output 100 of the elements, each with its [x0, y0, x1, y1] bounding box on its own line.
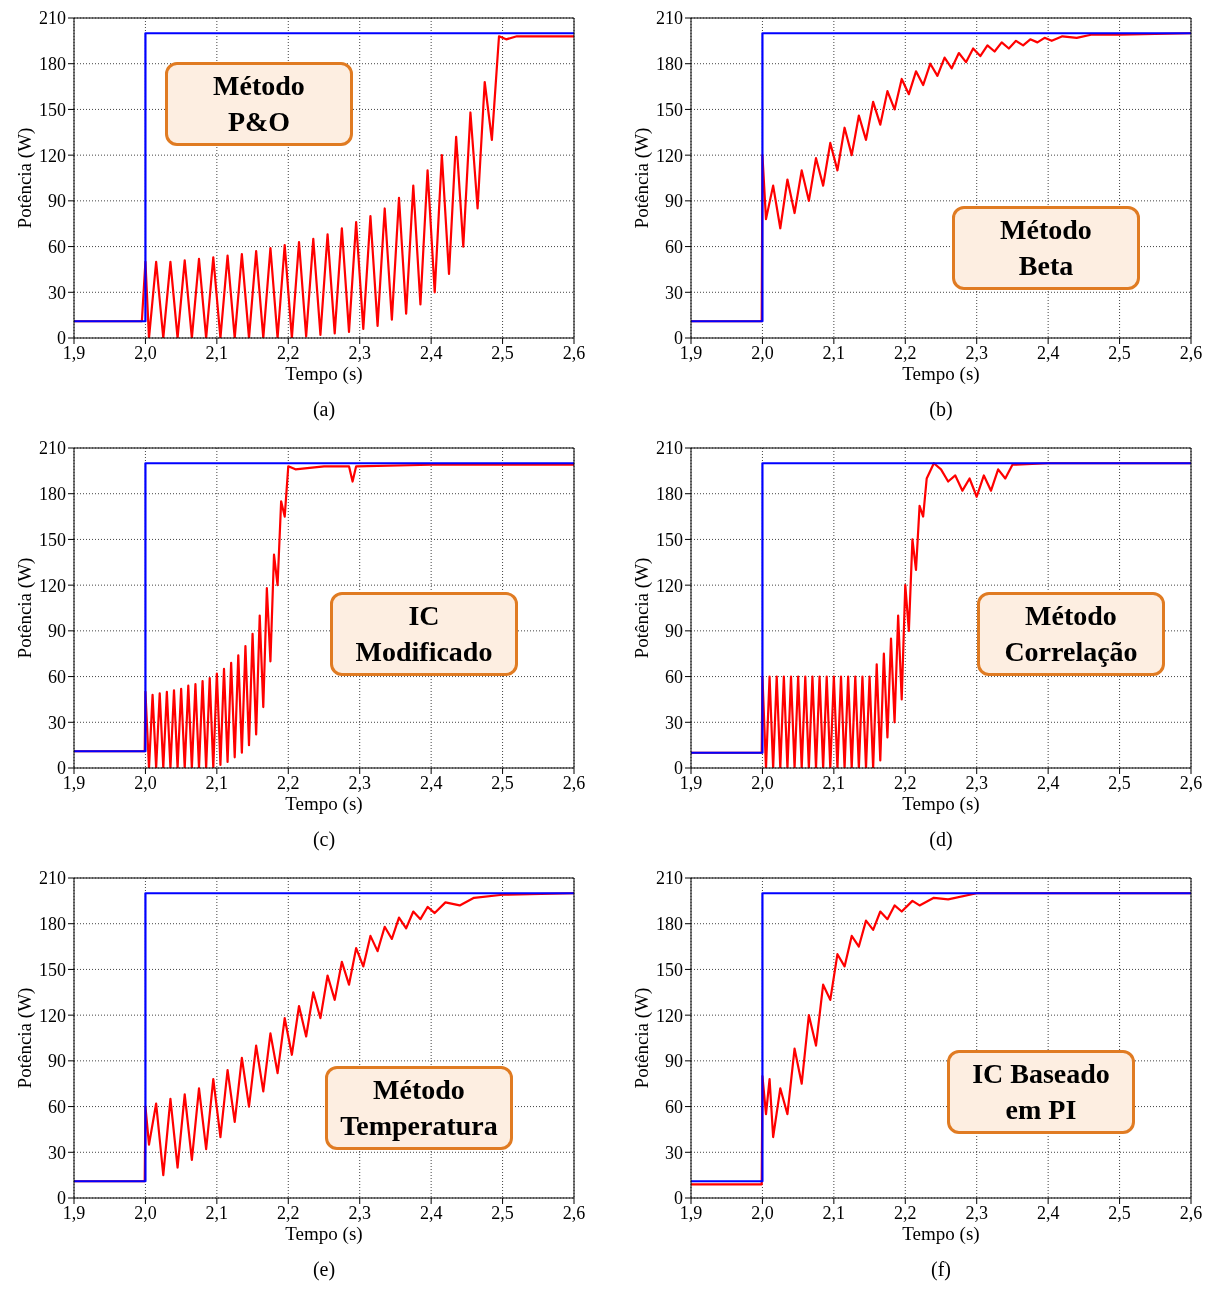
- y-tick-label: 90: [48, 1051, 66, 1072]
- y-axis-title: Potência (W): [630, 557, 653, 659]
- text: (f): [930, 1258, 952, 1281]
- y-tick-label: 150: [39, 99, 66, 120]
- callout-box: Método Temperatura: [325, 1066, 513, 1151]
- callout-box: IC Modificado: [330, 591, 518, 676]
- y-tick-label: 180: [656, 54, 683, 75]
- x-tick-label: 2,1: [822, 772, 846, 793]
- line-series: [74, 892, 574, 1183]
- callout-box: Método P&O: [165, 62, 353, 147]
- x-axis-title: Tempo (s): [284, 1222, 364, 1246]
- x-tick-label: 2,1: [822, 342, 846, 363]
- y-axis-title: Potência (W): [13, 127, 36, 229]
- x-tick-label: 2,4: [419, 342, 443, 363]
- y-axis-title: Potência (W): [630, 987, 653, 1089]
- x-axis-title: Tempo (s): [284, 362, 364, 386]
- y-tick-label: 60: [48, 666, 66, 687]
- x-tick-label: 2,6: [562, 772, 586, 793]
- x-axis-title: Tempo (s): [901, 792, 981, 816]
- y-tick-label: 210: [656, 868, 683, 889]
- x-tick-label: 2,6: [1179, 1202, 1203, 1223]
- y-tick-label: 210: [39, 8, 66, 29]
- text: (a): [311, 398, 337, 421]
- callout-box: Método Correlação: [977, 591, 1165, 676]
- y-tick-label: 210: [656, 8, 683, 29]
- x-tick-label: 2,2: [277, 772, 300, 793]
- x-tick-label: 2,0: [134, 1202, 157, 1223]
- x-tick-label: 2,2: [894, 342, 917, 363]
- line-series: [691, 32, 1191, 323]
- x-tick-label: 2,6: [1179, 772, 1203, 793]
- text: (e): [311, 1258, 337, 1281]
- y-tick-label: 120: [39, 1005, 66, 1026]
- x-tick-label: 2,2: [277, 1202, 300, 1223]
- y-tick-label: 180: [39, 54, 66, 75]
- x-axis-title: Tempo (s): [284, 792, 364, 816]
- y-tick-label: 30: [665, 712, 683, 733]
- y-tick-label: 120: [656, 575, 683, 596]
- text: (c): [311, 828, 337, 851]
- x-tick-label: 2,3: [348, 1202, 371, 1223]
- annotation: Método P&O: [213, 69, 305, 140]
- x-tick-label: 2,3: [348, 342, 371, 363]
- y-tick-label: 180: [656, 914, 683, 935]
- x-tick-label: 2,0: [751, 1202, 774, 1223]
- x-tick-label: 2,4: [419, 772, 443, 793]
- x-tick-label: 2,0: [751, 342, 774, 363]
- x-tick-label: 2,2: [277, 342, 300, 363]
- text: (d): [928, 828, 954, 851]
- x-tick-label: 2,5: [491, 772, 514, 793]
- x-tick-label: 2,6: [562, 1202, 586, 1223]
- x-tick-label: 2,2: [894, 1202, 917, 1223]
- annotation: Método Temperatura: [340, 1073, 498, 1144]
- y-tick-label: 210: [39, 868, 66, 889]
- y-tick-label: 60: [48, 236, 66, 257]
- x-tick-label: 2,1: [205, 342, 229, 363]
- x-tick-label: 2,1: [205, 772, 229, 793]
- y-tick-label: 150: [656, 959, 683, 980]
- y-tick-label: 210: [656, 438, 683, 459]
- x-tick-label: 2,5: [1108, 1202, 1131, 1223]
- y-axis-title: Potência (W): [630, 127, 653, 229]
- y-tick-label: 150: [656, 529, 683, 550]
- x-tick-label: 2,6: [1179, 342, 1203, 363]
- y-tick-label: 180: [656, 484, 683, 505]
- y-tick-label: 150: [39, 959, 66, 980]
- y-axis-title: Potência (W): [13, 987, 36, 1089]
- y-tick-label: 150: [39, 529, 66, 550]
- x-tick-label: 2,4: [1036, 1202, 1060, 1223]
- x-tick-label: 2,0: [751, 772, 774, 793]
- text: (b): [928, 398, 954, 421]
- annotation: IC Baseado em PI: [972, 1057, 1110, 1128]
- x-tick-label: 2,3: [348, 772, 371, 793]
- x-tick-label: 2,3: [965, 342, 988, 363]
- y-tick-label: 30: [48, 712, 66, 733]
- y-axis-title: Potência (W): [13, 557, 36, 659]
- x-axis-title: Tempo (s): [901, 362, 981, 386]
- annotation: Método Beta: [1000, 213, 1092, 284]
- x-tick-label: 2,3: [965, 1202, 988, 1223]
- x-tick-label: 2,4: [419, 1202, 443, 1223]
- y-tick-label: 180: [39, 914, 66, 935]
- y-tick-label: 120: [39, 145, 66, 166]
- y-tick-label: 150: [656, 99, 683, 120]
- y-tick-label: 210: [39, 438, 66, 459]
- y-tick-label: 90: [665, 1051, 683, 1072]
- x-axis-title: Tempo (s): [901, 1222, 981, 1246]
- y-tick-label: 30: [665, 1142, 683, 1163]
- x-tick-label: 2,4: [1036, 772, 1060, 793]
- callout-box: Método Beta: [952, 206, 1140, 291]
- y-tick-label: 180: [39, 484, 66, 505]
- x-tick-label: 2,5: [1108, 342, 1131, 363]
- y-tick-label: 90: [48, 191, 66, 212]
- x-tick-label: 2,1: [205, 1202, 229, 1223]
- y-tick-label: 90: [48, 621, 66, 642]
- y-tick-label: 60: [665, 666, 683, 687]
- x-tick-label: 2,2: [894, 772, 917, 793]
- x-tick-label: 2,5: [491, 1202, 514, 1223]
- y-tick-label: 120: [656, 1005, 683, 1026]
- x-tick-label: 2,4: [1036, 342, 1060, 363]
- x-tick-label: 2,3: [965, 772, 988, 793]
- annotation: Método Correlação: [1004, 598, 1138, 669]
- y-tick-label: 30: [48, 1142, 66, 1163]
- x-tick-label: 2,5: [1108, 772, 1131, 793]
